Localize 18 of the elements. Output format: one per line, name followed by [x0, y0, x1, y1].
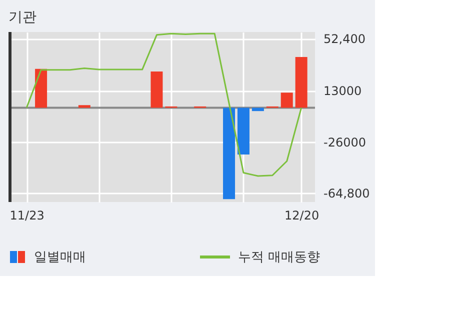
bar [237, 108, 250, 155]
legend-label: 누적 매매동향 [238, 250, 320, 265]
bar [35, 68, 48, 108]
bar [295, 57, 308, 108]
legend-label: 일별매매 [34, 250, 86, 265]
y-tick-label: 52,400 [324, 32, 366, 46]
y-tick-label: -26000 [324, 136, 366, 150]
x-tick-label: 12/20 [284, 208, 320, 222]
bar [150, 72, 163, 108]
bar [223, 108, 236, 200]
bar [78, 105, 90, 108]
bar [280, 92, 293, 108]
line-series [26, 32, 302, 177]
x-tick-label: 11/23 [10, 208, 44, 222]
y-tick-label: 13000 [324, 84, 362, 98]
y-tick-label: -64,800 [324, 186, 370, 201]
bar [252, 108, 264, 112]
chart-title: 기관 [8, 10, 36, 26]
